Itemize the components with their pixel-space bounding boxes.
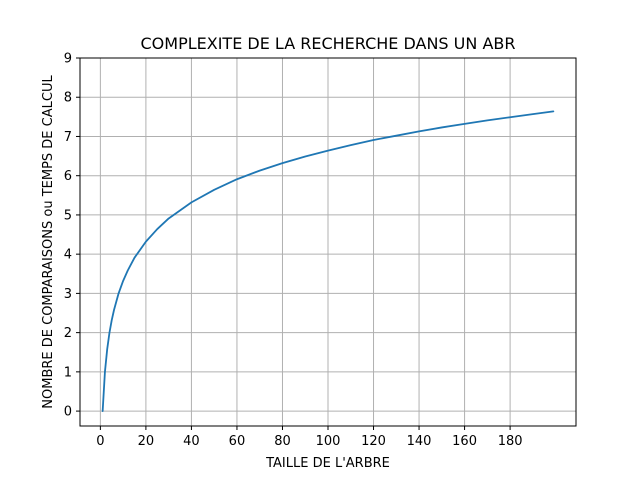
- y-axis-ticks: 0 1 2 3 4 5 6 7 8 9: [64, 52, 80, 420]
- y-tick-label: 6: [64, 169, 72, 184]
- chart-title: COMPLEXITE DE LA RECHERCHE DANS UN ABR: [141, 34, 516, 53]
- y-tick-label: 1: [64, 365, 72, 380]
- y-axis-label: NOMBRE DE COMPARAISONS ou TEMPS DE CALCU…: [41, 75, 56, 409]
- x-axis-label: TAILLE DE L'ARBRE: [265, 456, 390, 471]
- grid: [80, 57, 576, 426]
- x-tick-label: 180: [498, 434, 523, 449]
- y-tick-label: 3: [64, 287, 72, 302]
- y-tick-label: 4: [64, 248, 72, 263]
- x-tick-label: 60: [229, 434, 246, 449]
- series-layer: [101, 110, 555, 412]
- y-tick-label: 2: [64, 326, 72, 341]
- y-tick-label: 9: [64, 52, 72, 67]
- y-tick-label: 0: [64, 405, 72, 420]
- x-tick-label: 160: [452, 434, 477, 449]
- x-tick-label: 100: [316, 434, 341, 449]
- x-tick-label: 140: [407, 434, 432, 449]
- y-tick-label: 5: [64, 208, 72, 223]
- series-line: [101, 110, 555, 412]
- x-tick-label: 120: [361, 434, 386, 449]
- x-axis-ticks: 0 20 40 60 80 100 120 140 160 180: [96, 426, 523, 449]
- y-tick-label: 7: [64, 130, 72, 145]
- x-tick-label: 20: [138, 434, 155, 449]
- x-tick-label: 40: [183, 434, 200, 449]
- x-tick-label: 80: [274, 434, 291, 449]
- x-tick-label: 0: [96, 434, 104, 449]
- y-tick-label: 8: [64, 91, 72, 106]
